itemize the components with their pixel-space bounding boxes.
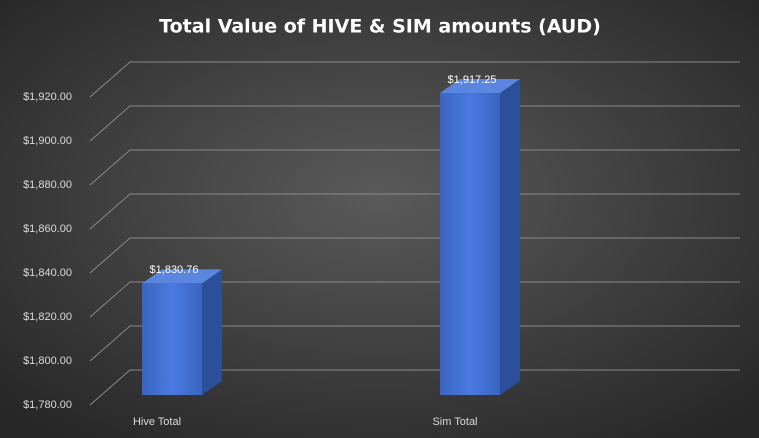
y-tick-label: $1,780.00: [23, 399, 72, 411]
y-tick-label: $1,820.00: [23, 311, 72, 323]
y-tick-label: $1,800.00: [23, 355, 72, 367]
x-tick-label: Hive Total: [133, 416, 181, 428]
grid-line: [89, 237, 740, 274]
bar-top: [142, 269, 222, 284]
y-tick-label: $1,900.00: [23, 135, 72, 147]
bar-side: [202, 269, 222, 395]
value-label: $1,917.25: [448, 74, 497, 86]
grid-line: [89, 105, 740, 142]
y-tick-label: $1,840.00: [23, 267, 72, 279]
bar: [440, 93, 500, 396]
bar-side: [500, 79, 520, 396]
bar-top: [440, 79, 520, 94]
grid-line: [89, 61, 740, 98]
bar: [142, 283, 202, 395]
y-tick-label: $1,880.00: [23, 179, 72, 191]
y-tick-label: $1,860.00: [23, 223, 72, 235]
grid-line: [89, 369, 740, 406]
x-tick-label: Sim Total: [432, 416, 477, 428]
grid-line: [89, 149, 740, 186]
grid-line: [89, 193, 740, 230]
grid-line: [89, 281, 740, 318]
value-label: $1,830.76: [150, 264, 199, 276]
chart-title: Total Value of HIVE & SIM amounts (AUD): [159, 16, 601, 38]
grid-line: [89, 325, 740, 362]
y-tick-label: $1,920.00: [23, 91, 72, 103]
